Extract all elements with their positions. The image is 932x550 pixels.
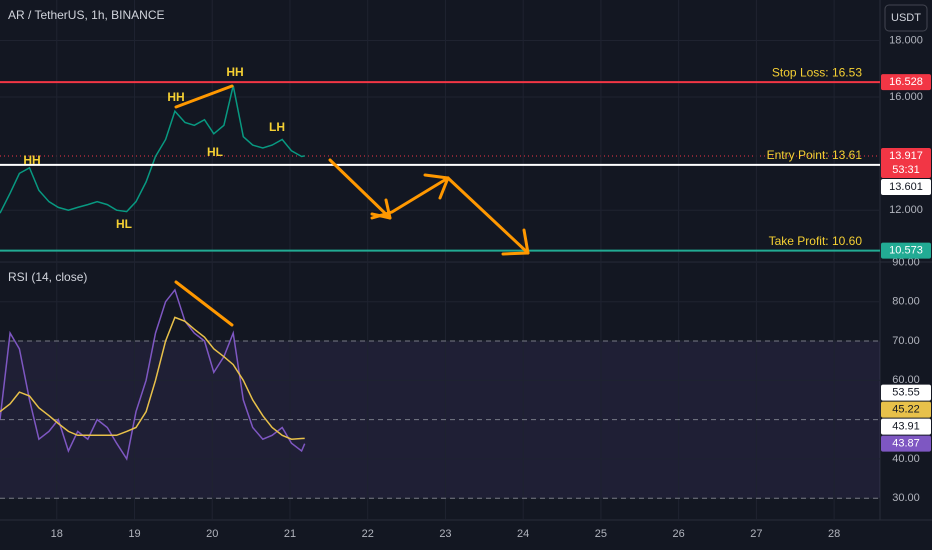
x-tick-label: 23: [439, 528, 451, 540]
indicator-badge-box: [881, 418, 931, 435]
x-tick-label: 22: [362, 528, 374, 540]
y-tick-label: 16.000: [889, 91, 923, 103]
trend-line: [174, 84, 234, 109]
y-tick-label: 70.00: [892, 335, 920, 347]
trend-line: [174, 280, 234, 327]
x-tick-label: 24: [517, 528, 529, 540]
price-badge: 10.573: [889, 245, 923, 257]
series-line: [0, 85, 305, 214]
price-badge-box: [881, 178, 931, 195]
x-tick-label: 26: [673, 528, 685, 540]
indicator-badge: 43.91: [892, 421, 920, 433]
indicator-badge-box: [881, 384, 931, 401]
y-tick-label: 18.000: [889, 34, 923, 46]
price-badge: 13.601: [889, 181, 923, 193]
price-badge-countdown: 53:31: [892, 164, 920, 176]
currency-button[interactable]: [884, 4, 928, 32]
arrow: [328, 158, 392, 220]
annotation: LH: [269, 120, 285, 134]
x-tick-label: 25: [595, 528, 607, 540]
arrow: [370, 176, 450, 220]
x-tick-label: 18: [51, 528, 63, 540]
indicator-badge: 53.55: [892, 387, 920, 399]
annotation: HH: [226, 65, 243, 79]
annotation: HL: [207, 145, 223, 159]
indicator-badge: 45.22: [892, 404, 920, 416]
price-badge-box: [881, 147, 931, 178]
y-tick-label: 80.00: [892, 296, 920, 308]
indicator-badge-box: [881, 435, 931, 452]
mark-layer: Stop Loss: 16.53 16.528 13.917 53:31 Entry P…: [0, 65, 931, 461]
indicator-badge-box: [881, 401, 931, 418]
series-line: [0, 316, 305, 440]
y-tick-label: 12.000: [889, 204, 923, 216]
arrow-head: [501, 228, 530, 256]
price-badge-box: [881, 242, 931, 259]
x-tick-label: 20: [206, 528, 218, 540]
drawings: [174, 84, 530, 327]
level-label: Entry Point: 13.61: [767, 148, 863, 162]
level-label: Take Profit: 10.60: [769, 234, 863, 248]
currency-label[interactable]: USDT: [891, 12, 921, 24]
indicator-title: RSI (14, close): [8, 270, 87, 284]
chart-title: AR / TetherUS, 1h, BINANCE: [8, 8, 165, 22]
price-badge: 16.528: [889, 76, 923, 88]
x-tick-label: 19: [128, 528, 140, 540]
price-badge-box: [881, 74, 931, 91]
series-line: [0, 288, 306, 461]
y-tick-label: 40.00: [892, 453, 920, 465]
annotation: HH: [167, 90, 184, 104]
y-tick-label: 90.00: [892, 256, 920, 268]
arrow: [446, 176, 530, 255]
y-tick-label: 30.00: [892, 492, 920, 504]
level-label: Stop Loss: 16.53: [772, 65, 862, 79]
indicator-badge: 43.87: [892, 438, 920, 450]
price-badge: 13.917: [889, 150, 923, 162]
x-tick-label: 27: [750, 528, 762, 540]
x-tick-label: 21: [284, 528, 296, 540]
x-tick-label: 28: [828, 528, 840, 540]
y-tick-label: 60.00: [892, 374, 920, 386]
annotation: HH: [23, 153, 40, 167]
annotation: HL: [116, 217, 132, 231]
